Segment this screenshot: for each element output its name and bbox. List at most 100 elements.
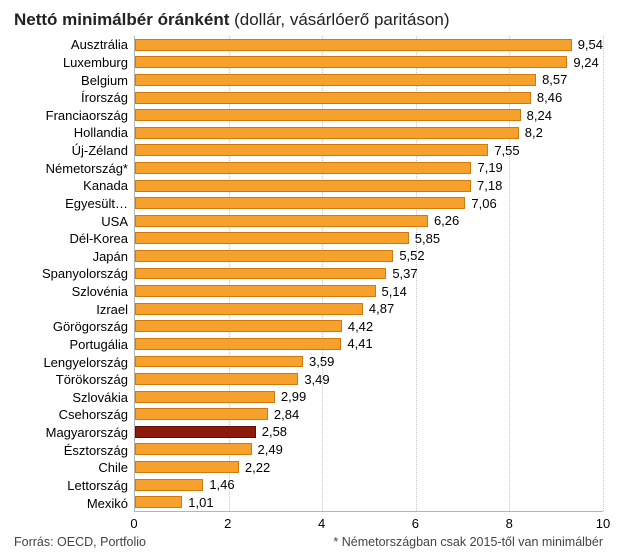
bar bbox=[135, 356, 303, 368]
category-label: Portugália bbox=[14, 336, 134, 354]
value-label: 7,18 bbox=[477, 178, 502, 193]
bar bbox=[135, 320, 342, 332]
x-axis-ticks: 0246810 bbox=[134, 514, 603, 534]
category-label: Franciaország bbox=[14, 107, 134, 125]
category-label: Izrael bbox=[14, 300, 134, 318]
value-label: 4,87 bbox=[369, 301, 394, 316]
bar-row: 5,52 bbox=[135, 247, 603, 265]
bar-row: 3,49 bbox=[135, 370, 603, 388]
bar-row: 4,41 bbox=[135, 335, 603, 353]
bar-row: 9,54 bbox=[135, 36, 603, 54]
bars-area: 9,54 9,248,57 8,46 8,24 8,2 7,557,197,187,066… bbox=[134, 36, 603, 512]
category-label: Írország bbox=[14, 89, 134, 107]
bar-row: 1,01 bbox=[135, 493, 603, 511]
category-label: Kanada bbox=[14, 177, 134, 195]
bar bbox=[135, 39, 572, 51]
bar bbox=[135, 127, 519, 139]
title-rest: (dollár, vásárlóerő paritáson) bbox=[229, 10, 449, 29]
bar-row: 7,55 bbox=[135, 142, 603, 160]
value-label: 5,14 bbox=[382, 284, 407, 299]
category-label: Chile bbox=[14, 459, 134, 477]
category-label: Lengyelország bbox=[14, 353, 134, 371]
category-label: Dél-Korea bbox=[14, 230, 134, 248]
x-tick-label: 10 bbox=[596, 516, 610, 531]
value-label: 2,49 bbox=[258, 442, 283, 457]
bar bbox=[135, 74, 536, 86]
category-label: USA bbox=[14, 212, 134, 230]
value-label: 4,41 bbox=[347, 336, 372, 351]
bar-row: 4,42 bbox=[135, 318, 603, 336]
bar-row: 8,2 bbox=[135, 124, 603, 142]
category-label: Magyarország bbox=[14, 424, 134, 442]
category-label: Szlovénia bbox=[14, 283, 134, 301]
bar bbox=[135, 285, 376, 297]
bar-row: 2,49 bbox=[135, 441, 603, 459]
bar bbox=[135, 144, 488, 156]
title-bold: Nettó minimálbér óránként bbox=[14, 10, 229, 29]
bar-row: 7,06 bbox=[135, 194, 603, 212]
value-label: 8,24 bbox=[527, 108, 552, 123]
bar bbox=[135, 338, 341, 350]
value-label: 8,46 bbox=[537, 90, 562, 105]
bar bbox=[135, 443, 252, 455]
bar bbox=[135, 373, 298, 385]
bar bbox=[135, 232, 409, 244]
bar bbox=[135, 408, 268, 420]
category-label: Görögország bbox=[14, 318, 134, 336]
x-tick-label: 6 bbox=[412, 516, 419, 531]
value-label: 8,2 bbox=[525, 125, 543, 140]
category-label: Egyesült… bbox=[14, 195, 134, 213]
value-label: 9,54 bbox=[578, 37, 603, 52]
category-label: Lettország bbox=[14, 477, 134, 495]
bar-row: 7,18 bbox=[135, 177, 603, 195]
x-tick-label: 8 bbox=[506, 516, 513, 531]
bar-row: 2,84 bbox=[135, 405, 603, 423]
value-label: 8,57 bbox=[542, 72, 567, 87]
category-label: Szlovákia bbox=[14, 389, 134, 407]
category-label: Hollandia bbox=[14, 124, 134, 142]
bar-row: 2,99 bbox=[135, 388, 603, 406]
chart-title: Nettó minimálbér óránként (dollár, vásár… bbox=[14, 10, 603, 30]
value-label: 5,37 bbox=[392, 266, 417, 281]
bar-row: 5,85 bbox=[135, 230, 603, 248]
bar-row: 7,19 bbox=[135, 159, 603, 177]
category-label: Csehország bbox=[14, 406, 134, 424]
x-tick-label: 0 bbox=[130, 516, 137, 531]
bar bbox=[135, 92, 531, 104]
bar bbox=[135, 197, 465, 209]
bar bbox=[135, 496, 182, 508]
bar-row: 1,46 bbox=[135, 476, 603, 494]
bar-rows: 9,54 9,248,57 8,46 8,24 8,2 7,557,197,187,066… bbox=[135, 36, 603, 511]
value-label: 2,84 bbox=[274, 407, 299, 422]
bar bbox=[135, 180, 471, 192]
value-label: 2,58 bbox=[262, 424, 287, 439]
bar bbox=[135, 391, 275, 403]
value-label: 2,99 bbox=[281, 389, 306, 404]
value-label: 3,59 bbox=[309, 354, 334, 369]
value-label: 1,01 bbox=[188, 495, 213, 510]
category-label: Luxemburg bbox=[14, 54, 134, 72]
bar-row: 8,46 bbox=[135, 89, 603, 107]
bar-row: 8,57 bbox=[135, 71, 603, 89]
category-label: Japán bbox=[14, 248, 134, 266]
value-label: 4,42 bbox=[348, 319, 373, 334]
footer-source: Forrás: OECD, Portfolio bbox=[14, 535, 146, 549]
bar-row: 6,26 bbox=[135, 212, 603, 230]
bar bbox=[135, 461, 239, 473]
value-label: 6,26 bbox=[434, 213, 459, 228]
chart-container: Nettó minimálbér óránként (dollár, vásár… bbox=[0, 0, 617, 557]
value-label: 5,85 bbox=[415, 231, 440, 246]
bar bbox=[135, 268, 386, 280]
chart-footer: Forrás: OECD, Portfolio * Németországban… bbox=[14, 535, 603, 549]
bar-row: 2,22 bbox=[135, 458, 603, 476]
bar-highlight bbox=[135, 426, 256, 438]
value-label: 3,49 bbox=[304, 372, 329, 387]
category-label: Törökország bbox=[14, 371, 134, 389]
value-label: 7,55 bbox=[494, 143, 519, 158]
value-label: 1,46 bbox=[209, 477, 234, 492]
category-label: Belgium bbox=[14, 71, 134, 89]
category-label: Észtország bbox=[14, 441, 134, 459]
bar-row: 9,24 bbox=[135, 54, 603, 72]
bar bbox=[135, 479, 203, 491]
bar-row: 4,87 bbox=[135, 300, 603, 318]
